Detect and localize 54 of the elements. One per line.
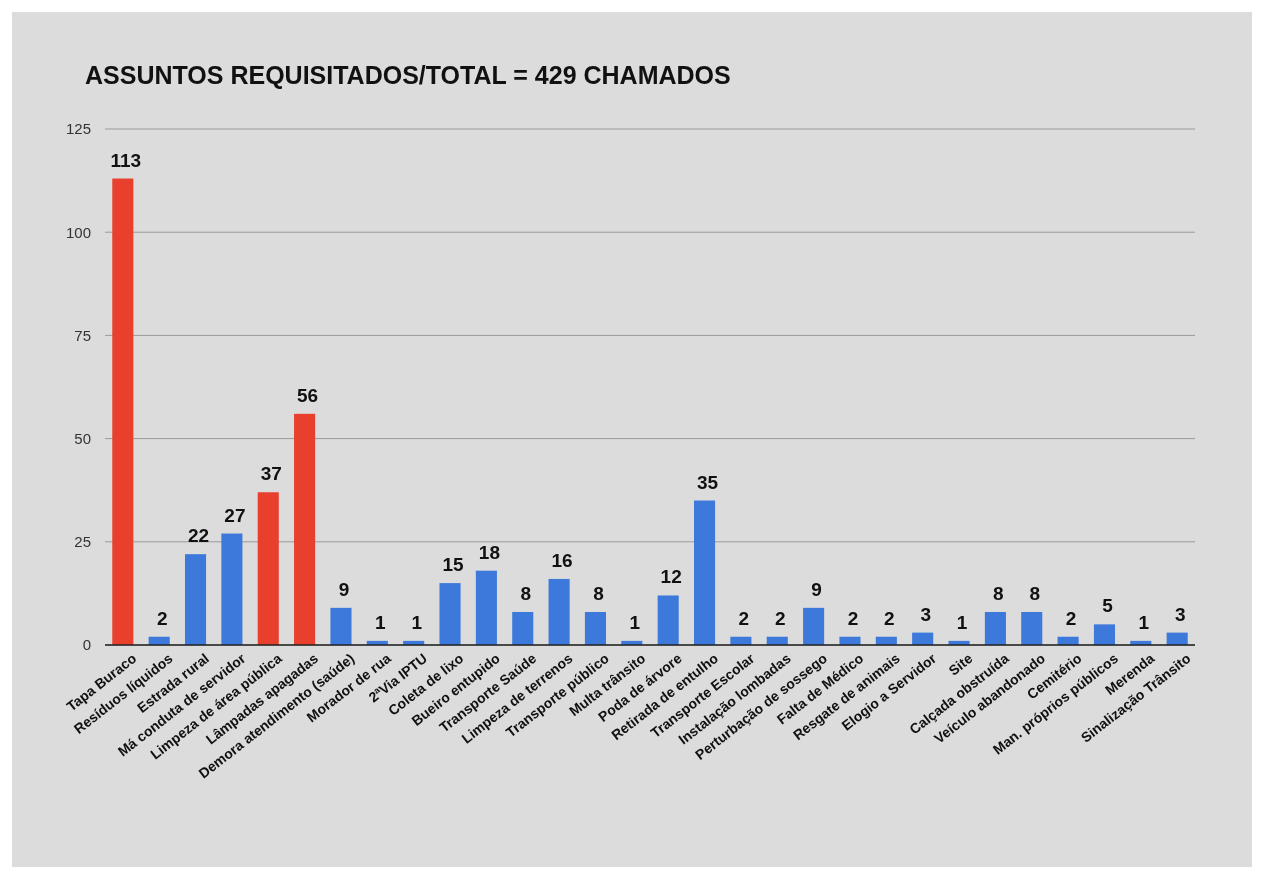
y-tick-label: 0 [82, 636, 91, 654]
data-label: 2 [156, 607, 168, 629]
bar [584, 611, 607, 645]
y-tick-label: 50 [74, 429, 91, 447]
data-label: 2 [847, 607, 859, 629]
bar [984, 611, 1006, 645]
bar [1021, 611, 1043, 645]
data-label: 2 [1065, 607, 1077, 629]
data-label: 3 [920, 603, 931, 625]
y-tick-label: 100 [65, 223, 91, 241]
data-label: 3 [1174, 603, 1186, 625]
y-tick-label: 75 [74, 326, 91, 344]
data-label: 15 [442, 554, 465, 576]
data-label: 22 [187, 525, 210, 547]
bar [1093, 624, 1116, 645]
data-label: 56 [297, 384, 319, 406]
data-label: 2 [884, 607, 895, 629]
data-label: 8 [1029, 582, 1041, 604]
bar [657, 595, 679, 645]
bar [221, 533, 243, 645]
data-label: 18 [478, 541, 500, 563]
data-label: 37 [260, 463, 282, 485]
bar [693, 500, 716, 645]
chart-title: ASSUNTOS REQUISITADOS/TOTAL = 429 CHAMADOS [85, 61, 731, 89]
data-label: 12 [660, 566, 682, 588]
data-label: 8 [520, 582, 532, 604]
bar [257, 492, 279, 645]
y-tick-label: 25 [74, 533, 91, 551]
bar [548, 578, 570, 645]
bar [803, 607, 825, 645]
data-label: 1 [956, 611, 968, 633]
data-label: 8 [993, 582, 1004, 604]
data-label: 1 [411, 611, 423, 633]
data-label: 1 [375, 611, 387, 633]
data-label: 27 [224, 504, 246, 526]
data-label: 8 [593, 582, 604, 604]
bar [294, 413, 316, 645]
data-label: 16 [551, 549, 573, 571]
data-label: 5 [1102, 595, 1114, 617]
bar [512, 611, 534, 645]
data-label: 9 [338, 578, 350, 600]
data-label: 1 [629, 611, 641, 633]
bar [475, 570, 497, 645]
data-label: 9 [811, 578, 822, 600]
bar [112, 178, 134, 645]
data-label: 35 [696, 471, 719, 493]
y-tick-label: 125 [65, 120, 91, 138]
bar [184, 554, 207, 645]
bar [330, 607, 352, 645]
bar [439, 583, 461, 645]
data-label: 2 [738, 607, 750, 629]
data-label: 113 [110, 149, 142, 171]
data-label: 2 [774, 607, 786, 629]
data-label: 1 [1138, 611, 1150, 633]
